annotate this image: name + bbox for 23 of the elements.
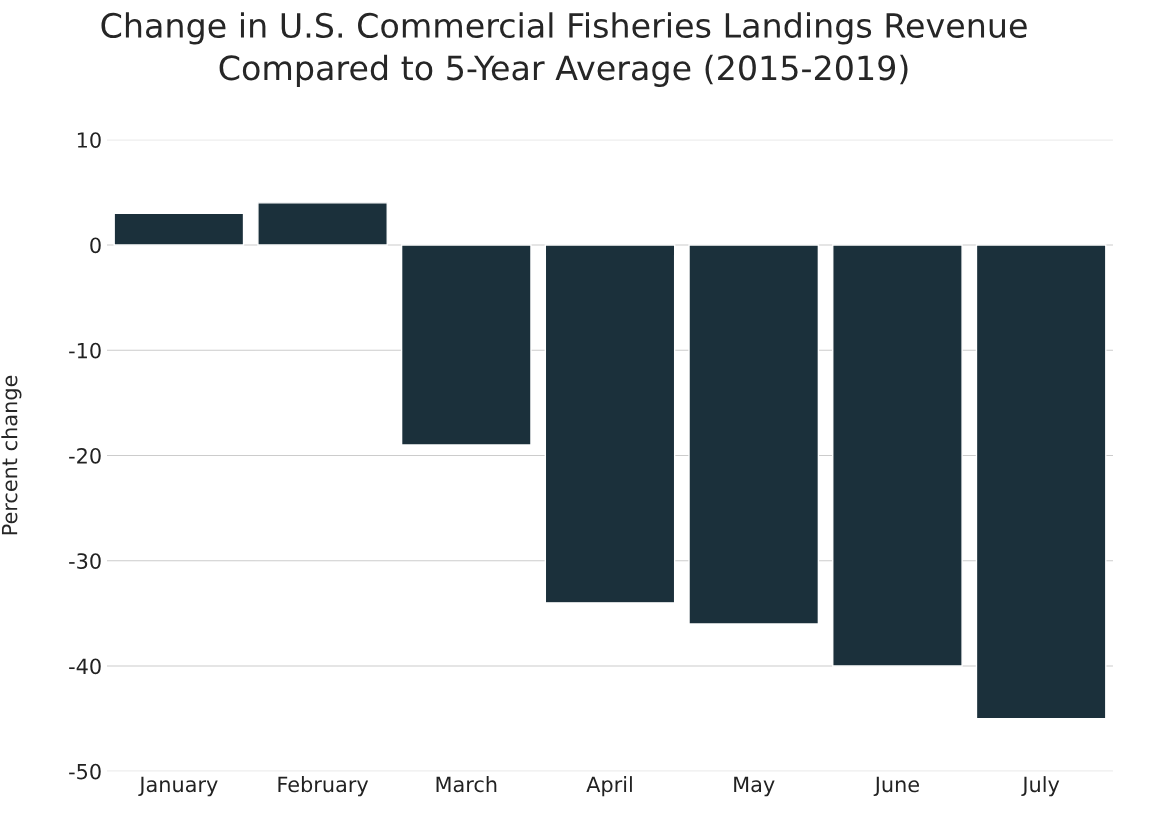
x-tick-label: April bbox=[586, 776, 632, 797]
x-tick-label: March bbox=[436, 776, 497, 793]
y-axis-title: Percent change bbox=[1, 375, 22, 535]
y-tick-label: 10 bbox=[77, 132, 101, 148]
y-tick-label: -10 bbox=[69, 342, 101, 359]
y-tick-label: -50 bbox=[69, 763, 101, 780]
x-tick-label: February bbox=[278, 776, 369, 797]
x-tick-label: May bbox=[734, 776, 775, 797]
x-tick-label: July bbox=[1021, 776, 1060, 797]
y-tick-label: -30 bbox=[69, 553, 101, 569]
chart-title: Change in U.S. Commercial Fisheries Landings Revenue Compared to 5-Year Average (2015-2019) bbox=[101, 12, 1027, 87]
x-tick-label: January bbox=[138, 776, 218, 797]
y-tick-label: 0 bbox=[90, 237, 101, 254]
y-tick-label: -40 bbox=[69, 658, 101, 675]
bar bbox=[544, 244, 676, 604]
bar bbox=[688, 244, 820, 625]
bar bbox=[975, 244, 1107, 720]
bar bbox=[257, 202, 388, 246]
bar bbox=[832, 244, 963, 667]
x-tick-label: June bbox=[873, 776, 919, 797]
bar bbox=[113, 212, 245, 246]
bar bbox=[400, 244, 532, 446]
y-tick-label: -20 bbox=[69, 447, 101, 464]
